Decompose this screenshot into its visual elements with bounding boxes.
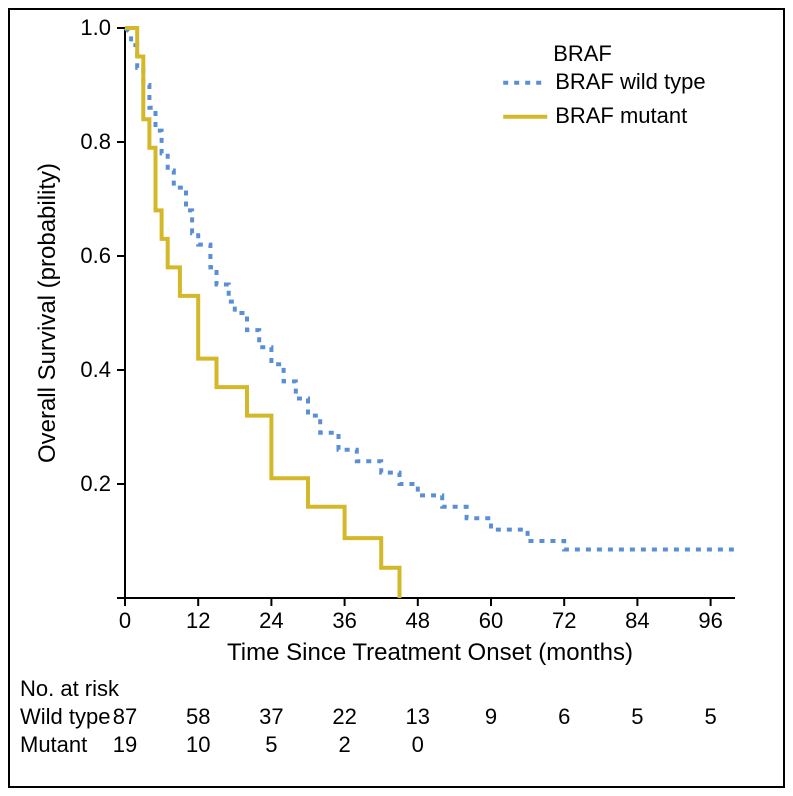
outer-border <box>8 8 785 788</box>
chart-container: 01224364860728496Time Since Treatment On… <box>0 0 793 796</box>
